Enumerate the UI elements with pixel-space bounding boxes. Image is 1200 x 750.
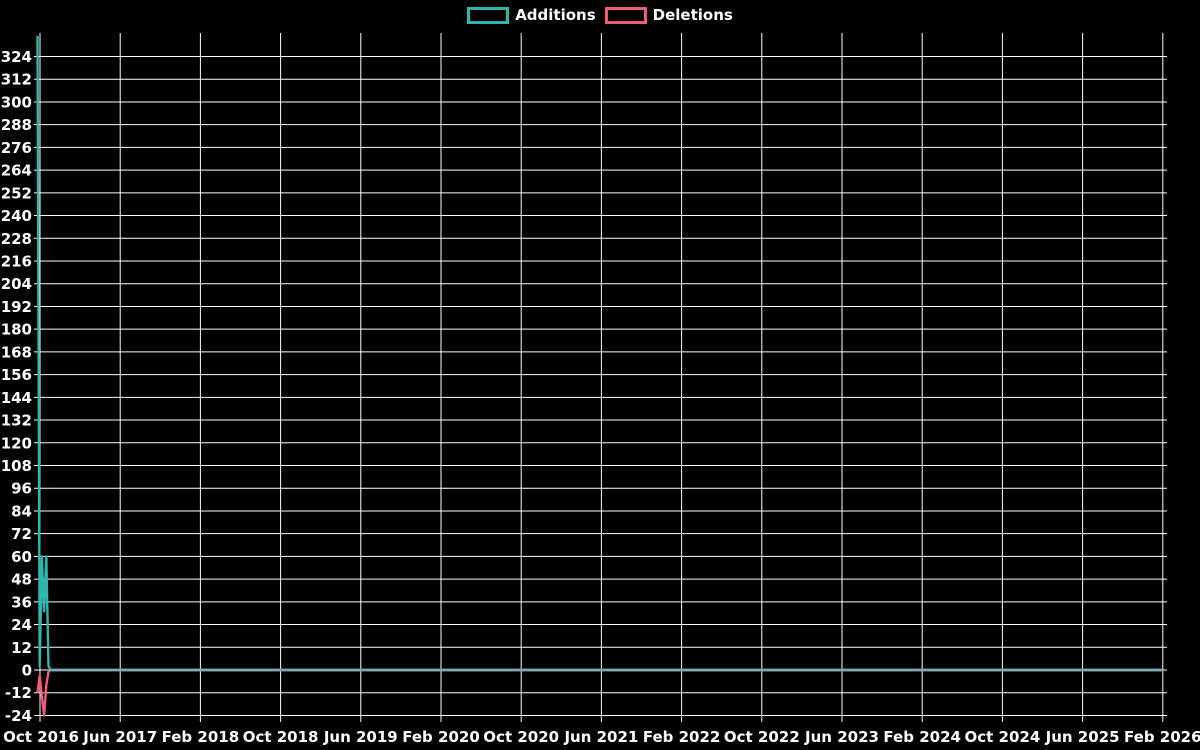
y-tick-label: -12 (5, 684, 32, 702)
y-tick-label: 180 (1, 321, 32, 339)
y-tick-label: 132 (1, 412, 32, 430)
y-tick-label: 312 (1, 71, 32, 89)
x-tick-label: Oct 2024 (965, 728, 1041, 746)
vertical-gridlines (39, 33, 1164, 722)
x-tick-label: Oct 2018 (243, 728, 319, 746)
legend-label-additions: Additions (515, 6, 596, 24)
x-tick-label: Jun 2021 (563, 728, 638, 746)
legend-label-deletions: Deletions (652, 6, 733, 24)
horizontal-gridlines (34, 56, 1167, 716)
y-tick-label: 240 (1, 207, 32, 225)
y-tick-label: 168 (1, 343, 32, 361)
x-tick-label: Jun 2023 (804, 728, 879, 746)
y-tick-label: 96 (11, 480, 32, 498)
y-axis-tick-labels: 3243123002882762642522402282162041921801… (1, 48, 32, 725)
y-tick-label: 264 (1, 162, 32, 180)
x-tick-label: Feb 2018 (162, 728, 240, 746)
x-tick-label: Feb 2020 (402, 728, 480, 746)
x-tick-label: Jun 2017 (82, 728, 157, 746)
y-tick-label: 84 (11, 502, 32, 520)
y-tick-label: 156 (1, 366, 32, 384)
x-axis-tick-labels: Oct 2016 Jun 2017 Feb 2018 Oct 2018 Jun 2019… (3, 728, 1200, 746)
y-tick-label: 108 (1, 457, 32, 475)
y-tick-label: 204 (1, 275, 32, 293)
y-tick-label: 36 (11, 593, 32, 611)
y-tick-label: 12 (11, 639, 32, 657)
chart-legend: Additions Deletions (0, 7, 1200, 24)
y-tick-label: 300 (1, 93, 32, 111)
deletions-swatch-icon (604, 7, 647, 24)
y-tick-label: 120 (1, 434, 32, 452)
y-tick-label: 288 (1, 116, 32, 134)
y-tick-label: -24 (5, 707, 32, 725)
y-tick-label: 216 (1, 253, 32, 271)
y-tick-label: 324 (1, 48, 32, 66)
y-tick-label: 228 (1, 230, 32, 248)
y-tick-label: 48 (11, 571, 32, 589)
y-tick-label: 24 (11, 616, 32, 634)
x-tick-label: Oct 2022 (724, 728, 800, 746)
y-tick-label: 60 (11, 548, 32, 566)
x-tick-label: Feb 2022 (643, 728, 721, 746)
x-tick-label: Jun 2019 (323, 728, 398, 746)
y-tick-label: 252 (1, 184, 32, 202)
x-tick-label: Oct 2020 (483, 728, 559, 746)
legend-item-deletions[interactable]: Deletions (604, 6, 733, 24)
additions-line (36, 35, 1163, 672)
y-tick-label: 276 (1, 139, 32, 157)
x-tick-label: Jun 2025 (1045, 728, 1120, 746)
x-tick-label: Oct 2016 (3, 728, 79, 746)
additions-swatch-icon (467, 7, 510, 24)
y-tick-label: 192 (1, 298, 32, 316)
x-tick-label: Feb 2026 (1124, 728, 1200, 746)
y-tick-label: 0 (22, 662, 32, 680)
legend-item-additions[interactable]: Additions (467, 6, 596, 24)
x-tick-label: Feb 2024 (883, 728, 961, 746)
data-series (36, 35, 1163, 717)
y-tick-label: 144 (1, 389, 32, 407)
y-tick-label: 72 (11, 525, 32, 543)
